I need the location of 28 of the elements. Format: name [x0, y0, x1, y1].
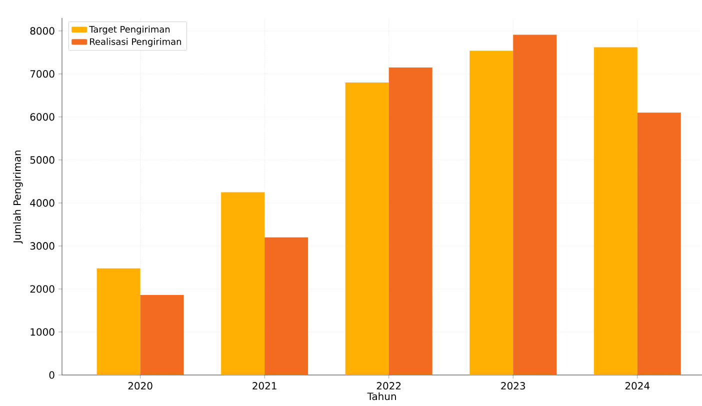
y-tick-label: 8000 — [30, 27, 54, 35]
bar — [264, 237, 308, 375]
x-tick-label: 2022 — [376, 382, 401, 390]
y-tick-label: 1000 — [30, 328, 54, 336]
x-tick-label: 2020 — [128, 382, 152, 390]
bar — [513, 34, 557, 375]
y-tick-label: 5000 — [30, 156, 54, 164]
bar — [388, 67, 432, 375]
y-tick-label: 6000 — [30, 113, 54, 121]
y-tick-label: 4000 — [30, 199, 54, 207]
y-tick-label: 2000 — [30, 285, 54, 293]
bar — [96, 268, 140, 375]
bar — [345, 82, 389, 375]
bar — [221, 192, 265, 375]
y-tick-label: 7000 — [30, 70, 54, 78]
x-tick-label: 2024 — [625, 382, 650, 390]
bar — [594, 47, 638, 375]
bar — [140, 294, 184, 375]
bar — [637, 112, 681, 375]
legend-label: Target Pengiriman — [89, 26, 170, 34]
y-tick-label: 0 — [49, 371, 54, 379]
bar — [470, 50, 514, 375]
x-tick-label: 2023 — [501, 382, 525, 390]
x-tick-label: 2021 — [252, 382, 276, 390]
y-tick-label: 3000 — [30, 242, 54, 250]
y-axis-title: Jumlah Pengiriman — [13, 150, 23, 244]
legend-label: Realisasi Pengiriman — [90, 38, 181, 47]
x-axis-title: Tahun — [367, 392, 396, 400]
